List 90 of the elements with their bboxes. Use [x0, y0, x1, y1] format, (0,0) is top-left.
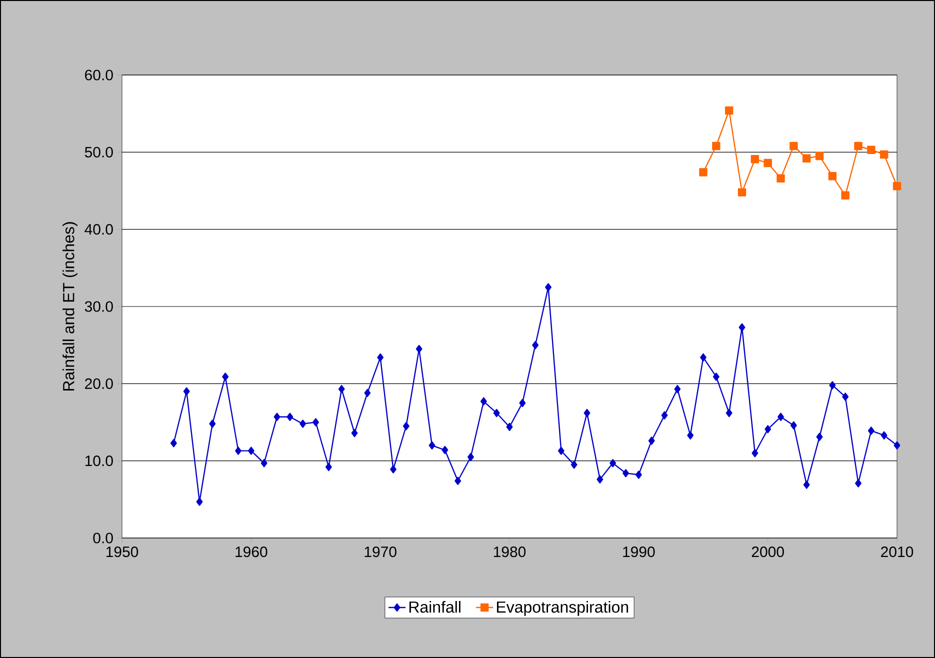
y-tick-label: 20.0: [85, 378, 113, 389]
point: [699, 168, 708, 176]
point: [610, 459, 616, 468]
x-tick-label: 1990: [623, 546, 655, 558]
point: [854, 142, 862, 150]
point: [468, 452, 474, 462]
point: [170, 438, 177, 448]
point: [183, 387, 190, 396]
point: [816, 432, 823, 442]
point: [545, 283, 552, 292]
point: [880, 150, 888, 159]
point: [868, 426, 874, 435]
point: [235, 446, 242, 455]
x-tick-label: 1980: [494, 546, 526, 558]
point: [687, 431, 694, 440]
legend-label: Evapotranspiration: [496, 600, 628, 616]
point: [661, 411, 668, 420]
point: [778, 412, 784, 421]
y-tick-label: 10.0: [85, 456, 113, 466]
point: [841, 191, 850, 200]
point: [726, 408, 732, 418]
point: [286, 412, 294, 421]
y-axis-title: Rainfall and ET (inches): [62, 222, 78, 391]
point: [209, 420, 216, 428]
point: [815, 152, 824, 160]
point: [802, 154, 811, 162]
point: [596, 475, 604, 484]
point: [776, 174, 785, 182]
point: [480, 397, 487, 406]
point: [300, 420, 306, 428]
point: [790, 142, 798, 150]
point: [260, 459, 268, 468]
point: [428, 441, 436, 450]
point: [712, 142, 720, 150]
point: [312, 418, 319, 426]
point: [880, 431, 888, 440]
point: [700, 353, 706, 362]
x-tick-label: 2000: [752, 546, 784, 558]
point: [867, 146, 876, 154]
point: [855, 479, 862, 488]
point: [248, 446, 254, 455]
point: [416, 344, 422, 354]
point: [674, 384, 681, 394]
y-tick-label: 40.0: [84, 224, 113, 235]
point: [351, 428, 358, 438]
point: [377, 353, 384, 362]
x-tick-label: 2010: [881, 546, 914, 558]
point: [622, 469, 629, 478]
point: [454, 476, 462, 485]
point: [390, 465, 396, 474]
point: [570, 460, 578, 469]
y-tick-label: 60.0: [85, 70, 113, 80]
point: [764, 425, 772, 434]
point: [222, 372, 229, 381]
point: [274, 412, 280, 421]
point: [532, 340, 539, 350]
point: [738, 188, 746, 196]
point: [894, 441, 900, 450]
y-tick-label: 30.0: [84, 301, 113, 312]
point: [519, 398, 526, 408]
legend-label: Rainfall: [409, 600, 460, 613]
point: [750, 155, 760, 164]
y-tick-label: 50.0: [84, 146, 113, 158]
point: [842, 392, 849, 401]
x-tick-label: 1950: [106, 546, 138, 558]
point: [738, 323, 746, 332]
point: [493, 408, 500, 418]
point: [764, 158, 772, 168]
point: [635, 470, 642, 479]
point: [338, 384, 345, 394]
x-tick-label: 1970: [364, 546, 396, 558]
point: [712, 372, 720, 381]
point: [196, 498, 203, 506]
point: [724, 106, 734, 115]
point: [364, 388, 371, 398]
point: [803, 480, 810, 489]
y-tick-label: 0.0: [93, 532, 113, 544]
point: [829, 381, 836, 390]
x-tick-label: 1960: [236, 546, 268, 558]
point: [442, 446, 448, 454]
point: [828, 172, 837, 180]
point: [506, 422, 513, 431]
point: [892, 182, 902, 190]
point: [325, 462, 332, 472]
point: [752, 449, 758, 458]
point: [648, 436, 655, 445]
point: [558, 446, 564, 455]
point: [584, 408, 590, 418]
point: [402, 422, 410, 430]
point: [790, 421, 797, 430]
